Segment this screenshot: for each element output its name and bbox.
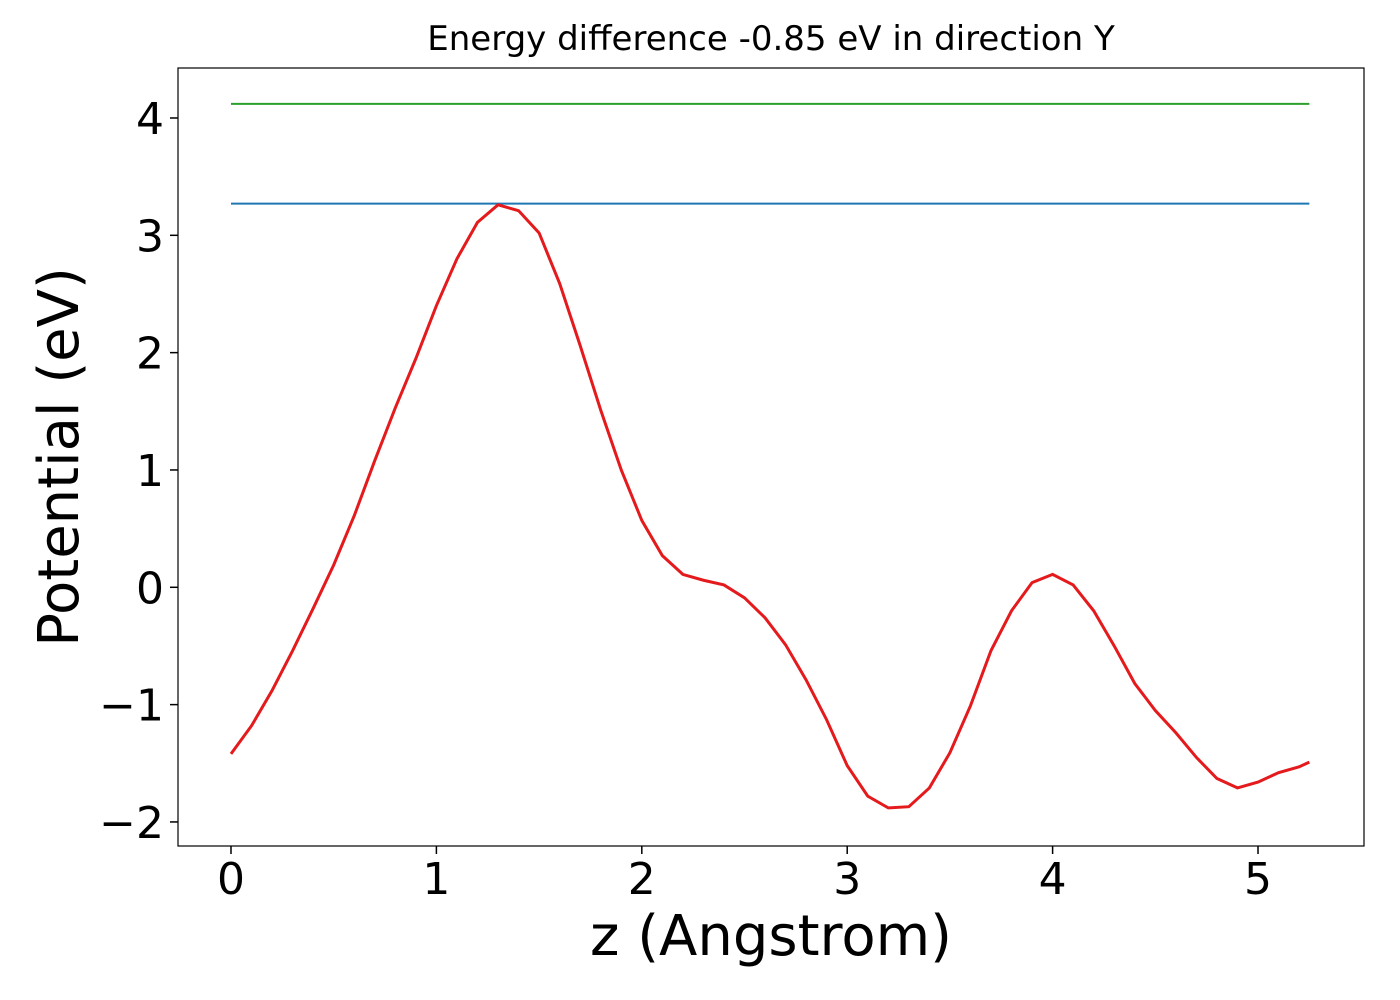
y-tick-label: 0: [136, 563, 164, 614]
y-axis-label: Potential (eV): [27, 267, 92, 647]
x-tick-label: 0: [217, 854, 245, 905]
line: [229, 203, 1310, 810]
x-tick-label: 4: [1039, 854, 1067, 905]
y-tick-label: 4: [136, 94, 164, 145]
x-axis-label: z (Angstrom): [590, 904, 952, 969]
y-tick-label: 1: [136, 446, 164, 497]
x-tick-label: 1: [422, 854, 450, 905]
x-tick-label: 5: [1244, 854, 1272, 905]
plot-frame: [177, 67, 1365, 847]
y-tick-label: −1: [99, 681, 164, 732]
x-tick-label: 2: [628, 854, 656, 905]
y-tick-label: 2: [136, 329, 164, 380]
y-tick-label: 3: [136, 211, 164, 262]
x-tick-label: 3: [833, 854, 861, 905]
y-tick-label: −2: [99, 798, 164, 849]
chart-title: Energy difference -0.85 eV in direction …: [427, 19, 1115, 59]
